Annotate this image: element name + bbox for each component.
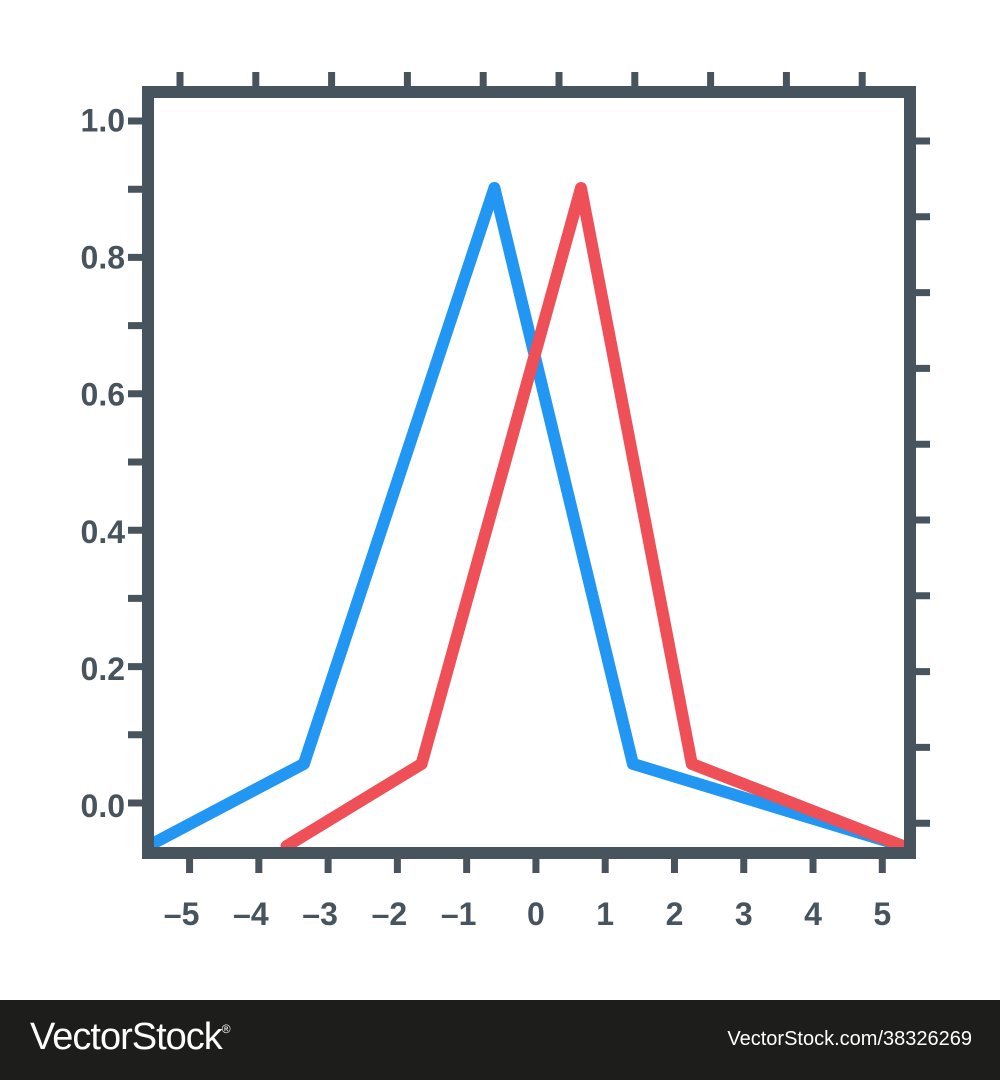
- series-line-blue: [148, 182, 910, 853]
- y-tick-label: 0.6: [81, 377, 125, 413]
- y-tick-label: 0.8: [81, 240, 125, 276]
- x-tick-label: –2: [372, 896, 408, 932]
- plot-frame: [142, 86, 916, 859]
- y-tick-label: 0.0: [81, 788, 125, 824]
- x-tick-label: 2: [666, 896, 684, 932]
- x-tick-label: 0: [527, 896, 545, 932]
- y-tick-label: 0.4: [81, 514, 126, 550]
- x-tick-label: –4: [233, 896, 269, 932]
- series-line-red: [280, 182, 910, 853]
- x-tick-label: 4: [804, 896, 822, 932]
- x-tick-label: 3: [735, 896, 753, 932]
- watermark-url: VectorStock.com/38326269: [727, 1028, 972, 1050]
- line-chart-svg: 0.0 0.2 0.4 0.6 0.8 1.0 –5 –4 –3 –2 –1 0 1 2 3 4 5: [81, 72, 930, 932]
- watermark-logo: VectorStock®: [30, 1016, 231, 1059]
- x-tick-label: 1: [596, 896, 614, 932]
- registered-mark: ®: [221, 1022, 231, 1036]
- x-tick-label: –3: [302, 896, 338, 932]
- watermark-logo-text: VectorStock: [30, 1016, 223, 1058]
- y-tick-label: 0.2: [81, 651, 125, 687]
- chart: 0.0 0.2 0.4 0.6 0.8 1.0 –5 –4 –3 –2 –1 0 1 2 3 4 5: [81, 72, 930, 932]
- y-tick-label: 1.0: [81, 102, 125, 138]
- x-tick-label: 5: [873, 896, 891, 932]
- x-tick-label: –1: [441, 896, 477, 932]
- watermark-bar: VectorStock® VectorStock.com/38326269: [0, 1000, 1000, 1080]
- x-tick-label: –5: [164, 896, 200, 932]
